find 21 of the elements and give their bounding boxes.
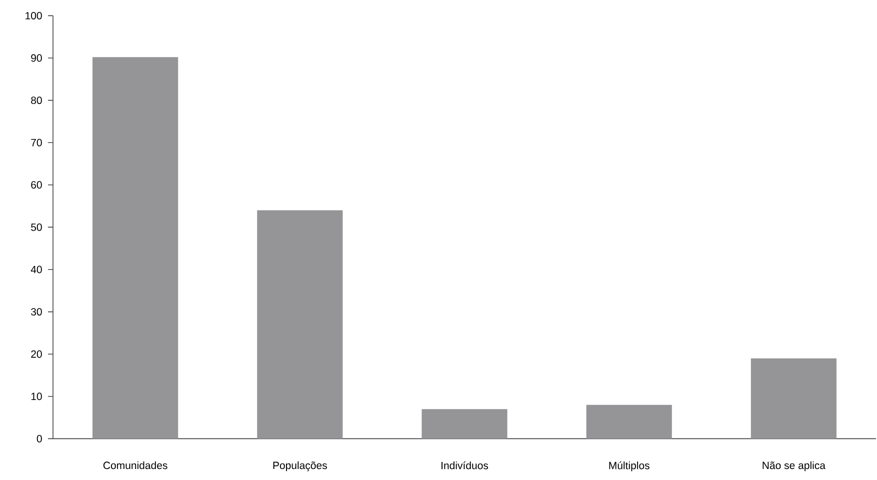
y-tick-label: 30 [31,308,42,316]
bar [92,57,178,439]
x-tick-label: Comunidades [103,461,168,470]
bar [750,358,836,439]
x-tick-label: Indivíduos [442,461,488,470]
y-tick-label: 50 [31,223,42,231]
y-tick-label: 70 [31,138,42,146]
y-tick-label: 80 [31,96,42,104]
y-tick-label: 0 [36,434,42,442]
x-tick-label: Populações [273,461,327,472]
y-tick-label: 90 [31,54,42,62]
x-tick-label: Múltiplos [609,461,650,472]
bar [422,409,508,439]
y-tick-label: 40 [30,266,42,274]
bar [586,404,672,439]
y-tick-label: 60 [31,181,42,189]
bar [257,210,343,439]
y-tick-label: 20 [31,350,42,358]
y-tick-label: 100 [26,12,42,20]
y-tick-label: 10 [31,392,42,400]
x-tick-label: Não se aplica [762,461,826,472]
